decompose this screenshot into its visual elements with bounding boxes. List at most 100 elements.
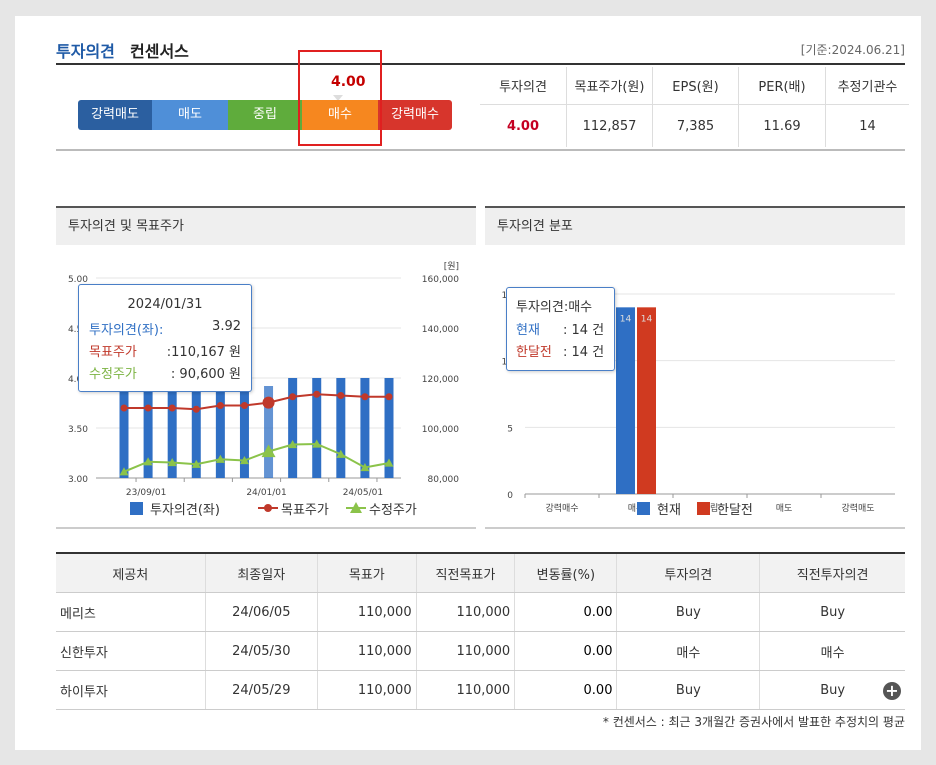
legend-line-green-icon <box>346 502 366 513</box>
adjusted-price-point <box>336 449 346 458</box>
tooltip-title: 투자의견:매수 <box>516 300 593 315</box>
y-tick-label: 0 <box>507 491 513 501</box>
header-divider <box>56 63 905 65</box>
gauge-segment: 강력매수 <box>378 100 452 130</box>
legend-label-prev: 한달전 <box>717 503 753 518</box>
x-tick-label: 매도 <box>776 503 793 514</box>
tooltip-row-value: : 90,600 원 <box>170 367 241 382</box>
x-tick-label: 강력매도 <box>841 502 874 514</box>
detail-cell: 매수 <box>759 631 905 671</box>
x-tick-label: 24/05/01 <box>343 488 383 498</box>
target-price-point <box>262 396 275 409</box>
target-price-point <box>361 393 369 401</box>
detail-cell: 0.00 <box>514 631 617 671</box>
detail-cell: 24/05/30 <box>204 631 318 671</box>
summary-value-cell: 14 <box>825 104 909 147</box>
opinion-bar <box>360 378 370 478</box>
gauge-segment: 매도 <box>152 100 228 130</box>
legend-current-icon <box>637 502 650 515</box>
x-tick-label: 23/09/01 <box>126 488 166 498</box>
gauge-marker-icon <box>333 95 343 101</box>
tooltip-row-label: 수정주가 <box>89 367 137 382</box>
target-price-line <box>124 393 389 411</box>
right-chart-legend: 현재 한달전 <box>637 499 797 519</box>
right-chart-tooltip: 투자의견:매수 현재: 14 건 한달전: 14 건 <box>506 287 615 371</box>
right-panel-title: 투자의견 분포 <box>485 206 905 245</box>
y-right-unit-label: [원] <box>444 261 459 272</box>
left-panel-title: 투자의견 및 목표주가 <box>56 206 476 245</box>
summary-header-cell: 투자의견 <box>480 67 567 105</box>
legend-label-current: 현재 <box>657 503 681 518</box>
detail-cell: 110,000 <box>415 631 515 671</box>
adjusted-price-point <box>239 456 249 465</box>
detail-header-cell: 변동률(%) <box>514 552 617 593</box>
detail-cell: 110,000 <box>415 670 515 710</box>
detail-cell: 24/05/29 <box>204 670 318 710</box>
target-price-point <box>144 404 152 412</box>
opinion-bar <box>264 386 274 478</box>
adjusted-price-point <box>143 457 153 466</box>
detail-header-cell: 최종일자 <box>204 552 318 593</box>
opinion-bar <box>215 378 225 478</box>
detail-cell: Buy <box>616 592 760 632</box>
gauge-value: 4.00 <box>331 74 366 90</box>
detail-cell: 매수 <box>616 631 760 671</box>
tooltip-row-label: 한달전 <box>516 345 552 360</box>
tooltip-row-value: :110,167 원 <box>166 345 241 360</box>
y-left-tick-label: 3.50 <box>68 425 88 435</box>
summary-value-cell: 7,385 <box>652 104 739 147</box>
table-row: 하이투자 24/05/29 110,000 110,000 0.00 Buy Buy <box>56 670 905 710</box>
tooltip-row-value: : 14 건 <box>563 345 605 360</box>
adjusted-price-point <box>312 439 322 448</box>
x-tick-label: 강력매수 <box>545 502 578 514</box>
tooltip-row-label: 현재 <box>516 323 540 338</box>
left-panel-divider <box>56 527 476 529</box>
target-price-point <box>192 405 200 413</box>
adjusted-price-point <box>191 459 201 468</box>
base-date: [기준:2024.06.21] <box>800 43 905 57</box>
gauge-segment: 중립 <box>228 100 302 130</box>
legend-label-target: 목표주가 <box>281 503 329 518</box>
x-tick-label: 중립 <box>702 503 719 514</box>
target-price-point <box>120 404 128 412</box>
opinion-bar <box>143 378 153 478</box>
opinion-bar <box>239 378 249 478</box>
summary-header-cell: PER(배) <box>738 67 826 105</box>
detail-header-cell: 직전목표가 <box>415 552 515 593</box>
x-tick-label: 매수 <box>628 503 645 514</box>
target-price-point <box>216 402 224 409</box>
summary-value-cell: 4.00 <box>506 118 540 134</box>
section-subtitle: 컨센서스 <box>130 42 189 61</box>
detail-cell: 110,000 <box>317 631 417 671</box>
adjusted-price-point <box>288 440 298 449</box>
detail-cell: 0.00 <box>514 592 617 632</box>
footnote: * 컨센서스 : 최근 3개월간 증권사에서 발표한 추정치의 평균 <box>602 715 905 729</box>
summary-value-cell: 112,857 <box>566 104 653 147</box>
section-title: 투자의견 <box>56 42 115 61</box>
y-tick-label: 5 <box>507 424 513 434</box>
opinion-bar <box>119 378 129 478</box>
detail-cell: Buy <box>759 592 905 632</box>
adjusted-price-point <box>119 467 129 476</box>
summary-value-row: 4.00 112,857 7,385 11.69 14 <box>480 104 909 147</box>
more-plus-button[interactable]: + <box>883 682 901 700</box>
right-panel-divider <box>485 527 905 529</box>
detail-header-cell: 목표가 <box>317 552 417 593</box>
y-right-tick-label: 80,000 <box>428 475 460 485</box>
table-row: 신한투자 24/05/30 110,000 110,000 0.00 매수 매수 <box>56 631 905 671</box>
detail-cell: 110,000 <box>317 592 417 632</box>
legend-label-price: 수정주가 <box>369 503 417 518</box>
summary-header-cell: 추정기관수 <box>825 67 909 105</box>
detail-cell: Buy <box>759 670 905 710</box>
gauge-segment: 매수 <box>302 100 378 130</box>
detail-header-row: 제공처 최종일자 목표가 직전목표가 변동률(%) 투자의견 직전투자의견 <box>56 552 905 593</box>
detail-cell: 0.00 <box>514 670 617 710</box>
target-price-point <box>313 390 321 398</box>
detail-cell: 신한투자 <box>56 631 206 671</box>
broker-detail-table: 제공처 최종일자 목표가 직전목표가 변동률(%) 투자의견 직전투자의견 메리츠 24/06… <box>56 552 905 710</box>
table-row: 메리츠 24/06/05 110,000 110,000 0.00 Buy Buy <box>56 592 905 632</box>
detail-cell: 110,000 <box>317 670 417 710</box>
summary-value-cell: 11.69 <box>738 104 826 147</box>
opinion-bar <box>191 378 201 478</box>
target-price-point <box>337 392 345 399</box>
